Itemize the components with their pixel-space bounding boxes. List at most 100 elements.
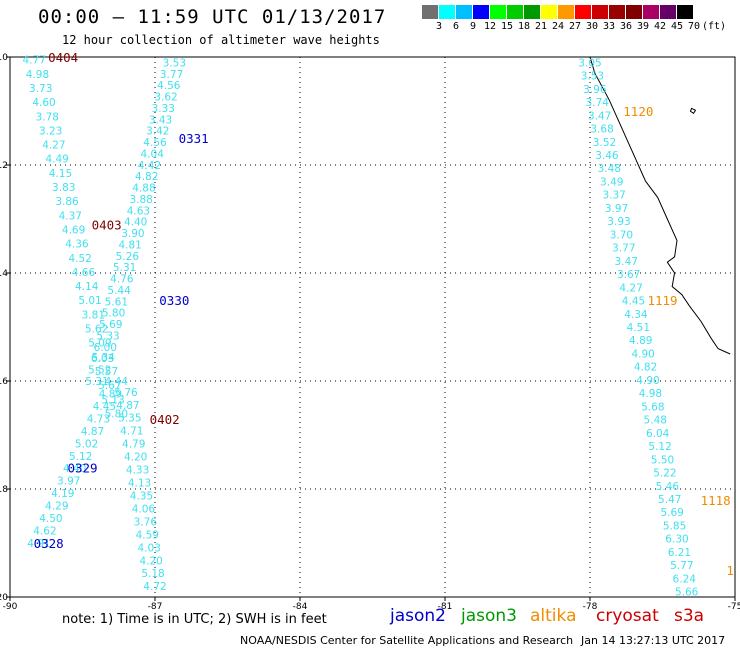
footer-timestamp: Jan 14 13:27:13 UTC 2017 [581, 634, 726, 647]
wave-height-value: 4.42 [138, 160, 161, 172]
wave-height-value: 4.20 [124, 452, 147, 464]
wave-height-value: 4.06 [132, 503, 156, 515]
scale-label: 9 [469, 21, 477, 32]
wave-height-value: 5.57 [95, 366, 118, 378]
scale-swatch [609, 5, 626, 19]
wave-height-value: 3.86 [55, 196, 79, 208]
scale-label: 27 [568, 21, 582, 32]
wave-height-value: 4.98 [26, 69, 49, 81]
wave-height-value: 5.34 [91, 352, 115, 364]
wave-height-value: 4.51 [627, 322, 650, 334]
wave-height-value: 4.73 [87, 413, 110, 425]
wave-height-value: 5.66 [675, 587, 699, 599]
wave-height-value: 3.53 [163, 57, 186, 69]
wave-height-value: 3.52 [593, 137, 616, 149]
legend-s3a: s3a [674, 606, 705, 626]
scale-swatch [541, 5, 558, 19]
wave-height-value: 4.04 [141, 148, 165, 160]
pass-time-label: 0330 [159, 293, 189, 308]
wave-height-value: 4.15 [49, 168, 72, 180]
lat-tick-label: -14 [0, 269, 8, 279]
wave-height-value: 3.90 [121, 228, 144, 240]
scale-label: 36 [619, 21, 633, 32]
wave-height-value: 5.12 [648, 441, 671, 453]
scale-swatch [626, 5, 643, 19]
scale-label: 24 [551, 21, 565, 32]
color-scale [422, 5, 694, 19]
wave-height-value: 3.37 [602, 190, 625, 202]
wave-height-value: 3.33 [152, 103, 175, 115]
wave-height-value: 5.09 [88, 338, 111, 350]
wave-height-value: 4.19 [51, 488, 74, 500]
wave-height-value: 3.96 [583, 84, 607, 96]
wave-height-value: 4.40 [124, 217, 147, 229]
wave-height-value: 3.97 [605, 203, 628, 215]
wave-height-value: 5.12 [69, 451, 92, 463]
wave-height-value: 5.80 [105, 408, 128, 420]
wave-height-value: 5.46 [656, 481, 680, 493]
wave-height-value: 6.04 [646, 428, 670, 440]
wave-height-value: 3.47 [615, 256, 638, 268]
wave-height-value: 6.03 [91, 353, 114, 365]
wave-height-value: 4.35 [130, 490, 153, 502]
map-subtitle: 12 hour collection of altimeter wave hei… [62, 33, 380, 47]
wave-height-value: 5.33 [96, 330, 119, 342]
wave-height-value: 3.43 [149, 114, 172, 126]
lat-tick-label: -10 [0, 53, 8, 63]
scale-label: 39 [636, 21, 650, 32]
wave-height-value: 4.45 [93, 401, 116, 413]
wave-height-value: 5.44 [107, 285, 131, 297]
wave-height-value: 5.31 [113, 262, 136, 274]
wave-height-value: 4.79 [122, 439, 145, 451]
legend-altika: altika [530, 606, 577, 626]
wave-height-value: 3.81 [82, 309, 105, 321]
pass-time-label: 1119 [647, 293, 677, 308]
map-frame [9, 56, 736, 598]
scale-swatch [524, 5, 541, 19]
coastline [589, 56, 731, 355]
wave-height-value: 4.56 [157, 80, 181, 92]
lon-tick-label: -84 [293, 602, 308, 612]
wave-height-value: 3.05 [578, 57, 601, 69]
scale-swatch [456, 5, 473, 19]
pass-time-label: 0331 [179, 131, 209, 146]
wave-height-value: 3.77 [160, 69, 183, 81]
wave-height-value: 5.69 [99, 319, 122, 331]
wave-height-value: 5.31 [85, 376, 108, 388]
wave-height-value: 3.76 [134, 516, 158, 528]
scale-label: 3 [435, 21, 443, 32]
wave-height-value: 4.91 [27, 538, 50, 550]
wave-height-value: 4.50 [39, 513, 62, 525]
wave-height-value: 5.76 [114, 387, 138, 399]
wave-height-value: 4.36 [65, 239, 89, 251]
wave-height-value: 4.63 [127, 205, 150, 217]
wave-height-value: 4.60 [32, 97, 55, 109]
wave-height-value: 4.76 [110, 274, 134, 286]
scale-swatch [592, 5, 609, 19]
pass-time-label: 1118 [701, 493, 731, 508]
scale-label: 45 [670, 21, 684, 32]
scale-label: 15 [500, 21, 514, 32]
wave-height-value: 3.42 [146, 126, 169, 138]
wave-height-value: 4.66 [72, 267, 96, 279]
wave-height-value: 6.24 [673, 573, 697, 585]
wave-height-value: 5.18 [141, 568, 164, 580]
wave-height-value: 3.97 [57, 476, 80, 488]
lon-tick-label: -78 [583, 602, 598, 612]
wave-height-value: 4.90 [631, 348, 654, 360]
wave-height-value: 3.49 [600, 176, 623, 188]
footer-credit: NOAA/NESDIS Center for Satellite Applica… [240, 634, 574, 647]
wave-height-value: 4.62 [33, 526, 56, 538]
wave-height-value: 4.49 [45, 154, 68, 166]
wave-height-value: 4.45 [622, 296, 645, 308]
wave-height-value: 4.88 [132, 183, 155, 195]
wave-height-value: 5.61 [105, 296, 128, 308]
wave-height-value: 4.71 [120, 426, 143, 438]
pass-time-label: 0328 [34, 536, 64, 551]
wave-height-value: 3.23 [39, 125, 62, 137]
scale-label: 6 [452, 21, 460, 32]
wave-height-value: 3.78 [36, 111, 59, 123]
wave-height-value: 4.98 [639, 388, 662, 400]
wave-height-value: 4.52 [68, 253, 91, 265]
pass-time-label: 0402 [150, 412, 180, 427]
